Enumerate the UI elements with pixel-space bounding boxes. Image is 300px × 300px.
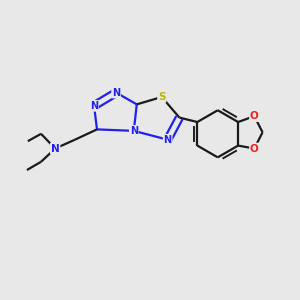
Text: N: N (90, 101, 98, 111)
Text: O: O (250, 111, 259, 121)
Text: N: N (130, 126, 138, 136)
Text: N: N (112, 88, 120, 98)
Text: S: S (158, 92, 166, 102)
Text: O: O (250, 143, 259, 154)
Text: N: N (164, 135, 172, 145)
Text: N: N (51, 143, 60, 154)
